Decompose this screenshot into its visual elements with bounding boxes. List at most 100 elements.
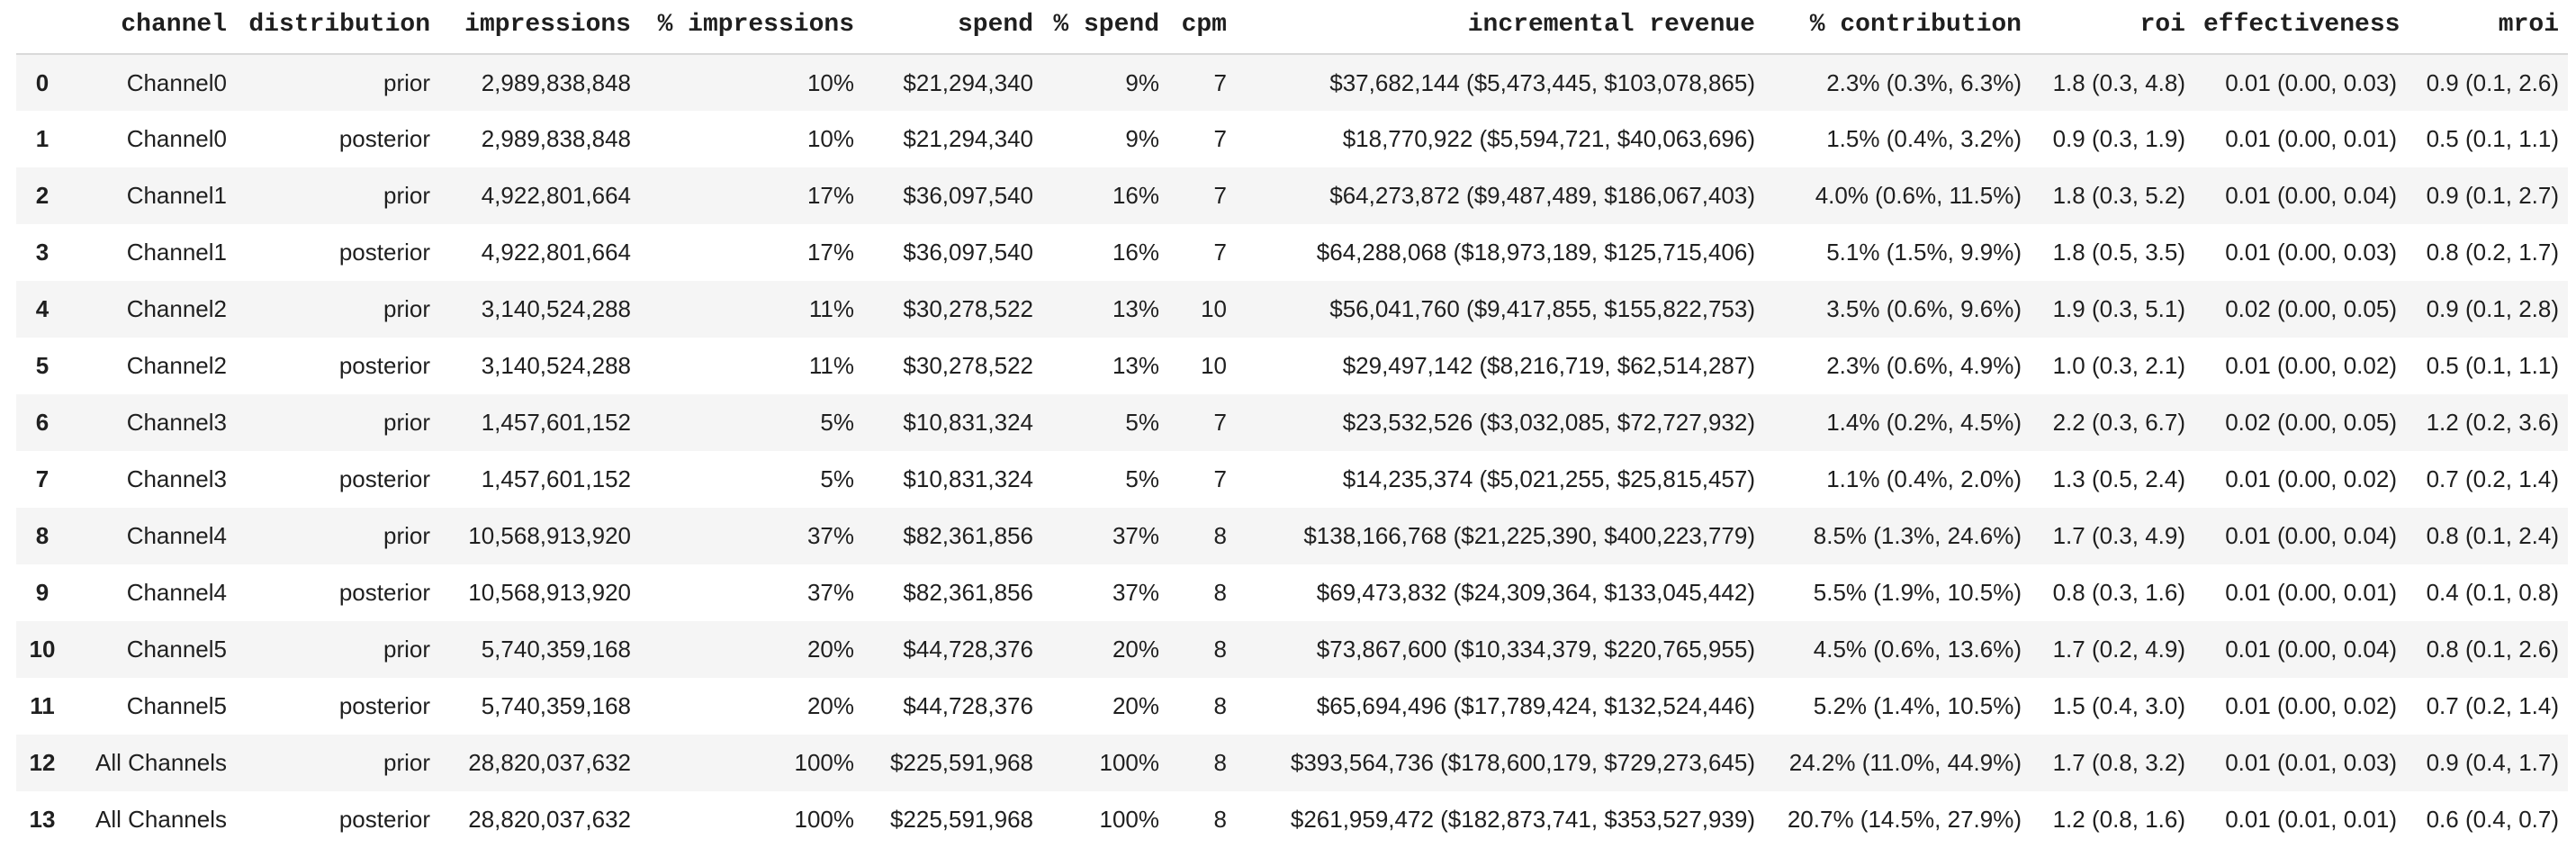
cell-roi: 1.7 (0.3, 4.9)	[2052, 522, 2185, 549]
cell-channel: Channel2	[126, 295, 227, 322]
cell-pct-contribution: 4.5% (0.6%, 13.6%)	[1813, 636, 2022, 663]
cell-pct-impressions: 20%	[806, 692, 854, 719]
cell-pct-impressions: 11%	[808, 352, 854, 379]
cell-pct-impressions: 17%	[806, 182, 854, 209]
cell-channel: Channel4	[126, 522, 227, 549]
cell-pct-spend: 9%	[1125, 68, 1159, 96]
cell-pct-spend: 37%	[1112, 579, 1159, 606]
cell-effectiveness: 0.01 (0.00, 0.01)	[2225, 579, 2397, 606]
cell-effectiveness: 0.01 (0.00, 0.03)	[2225, 68, 2397, 96]
cell-roi: 1.2 (0.8, 1.6)	[2052, 806, 2185, 833]
table-row: 6 Channel3 prior 1,457,601,152 5% $10,831,324…	[16, 394, 2568, 451]
cell-pct-contribution: 4.0% (0.6%, 11.5%)	[1815, 182, 2022, 209]
cell-impressions: 5,740,359,168	[481, 692, 631, 719]
cell-channel: Channel3	[126, 465, 227, 492]
table-row: 12 All Channels prior 28,820,037,632 100% $22…	[16, 735, 2568, 791]
table-row: 13 All Channels posterior 28,820,037,632 100…	[16, 791, 2568, 848]
cell-incremental-revenue: $14,235,374 ($5,021,255, $25,815,457)	[1342, 465, 1755, 492]
cell-mroi: 0.9 (0.1, 2.7)	[2426, 182, 2559, 209]
row-index: 10	[29, 636, 56, 663]
cell-pct-spend: 5%	[1125, 465, 1159, 492]
cell-cpm: 8	[1213, 579, 1227, 606]
cell-pct-spend: 16%	[1112, 182, 1159, 209]
cell-roi: 1.3 (0.5, 2.4)	[2052, 465, 2185, 492]
cell-distribution: posterior	[338, 352, 430, 379]
cell-incremental-revenue: $23,532,526 ($3,032,085, $72,727,932)	[1342, 409, 1755, 436]
cell-distribution: posterior	[338, 579, 430, 606]
cell-mroi: 0.7 (0.2, 1.4)	[2426, 692, 2559, 719]
cell-distribution: prior	[383, 295, 430, 322]
cell-mroi: 0.8 (0.2, 1.7)	[2426, 239, 2559, 266]
cell-channel: Channel5	[126, 692, 227, 719]
row-index: 5	[35, 352, 50, 379]
cell-mroi: 0.9 (0.1, 2.6)	[2426, 68, 2559, 96]
cell-channel: Channel4	[126, 579, 227, 606]
cell-pct-contribution: 1.1% (0.4%, 2.0%)	[1826, 465, 2022, 492]
cell-mroi: 0.8 (0.1, 2.6)	[2426, 636, 2559, 663]
cell-pct-spend: 9%	[1125, 125, 1159, 152]
table-row: 7 Channel3 posterior 1,457,601,152 5% $10,831…	[16, 451, 2568, 508]
cell-roi: 1.8 (0.5, 3.5)	[2052, 239, 2185, 266]
row-index: 8	[35, 522, 50, 549]
cell-distribution: posterior	[338, 239, 430, 266]
cell-effectiveness: 0.01 (0.00, 0.02)	[2225, 352, 2397, 379]
cell-pct-impressions: 10%	[806, 125, 854, 152]
cell-incremental-revenue: $29,497,142 ($8,216,719, $62,514,287)	[1342, 352, 1755, 379]
cell-incremental-revenue: $69,473,832 ($24,309,364, $133,045,442)	[1316, 579, 1755, 606]
cell-incremental-revenue: $65,694,496 ($17,789,424, $132,524,446)	[1316, 692, 1755, 719]
cell-effectiveness: 0.01 (0.00, 0.01)	[2225, 125, 2397, 152]
cell-mroi: 1.2 (0.2, 3.6)	[2426, 409, 2559, 436]
cell-spend: $10,831,324	[903, 465, 1033, 492]
cell-pct-impressions: 37%	[806, 522, 854, 549]
cell-pct-spend: 16%	[1112, 239, 1159, 266]
cell-distribution: posterior	[338, 125, 430, 152]
row-index: 12	[29, 749, 56, 776]
row-index: 9	[35, 579, 50, 606]
cell-distribution: prior	[383, 636, 430, 663]
cell-spend: $36,097,540	[903, 239, 1033, 266]
row-index: 13	[29, 806, 56, 833]
cell-roi: 1.9 (0.3, 5.1)	[2052, 295, 2185, 322]
cell-pct-impressions: 5%	[820, 465, 854, 492]
column-header-impressions: impressions	[439, 0, 640, 55]
cell-channel: All Channels	[95, 749, 227, 776]
cell-incremental-revenue: $18,770,922 ($5,594,721, $40,063,696)	[1342, 125, 1755, 152]
table-row: 5 Channel2 posterior 3,140,524,288 11% $30,27…	[16, 338, 2568, 394]
cell-pct-contribution: 8.5% (1.3%, 24.6%)	[1813, 522, 2022, 549]
cell-spend: $30,278,522	[903, 352, 1033, 379]
header-row: channel distribution impressions% impressi…	[16, 0, 2568, 55]
cell-effectiveness: 0.01 (0.00, 0.04)	[2225, 636, 2397, 663]
cell-cpm: 8	[1213, 692, 1227, 719]
cell-impressions: 4,922,801,664	[481, 182, 631, 209]
cell-impressions: 28,820,037,632	[468, 806, 631, 833]
cell-pct-contribution: 1.4% (0.2%, 4.5%)	[1826, 409, 2022, 436]
cell-roi: 1.0 (0.3, 2.1)	[2052, 352, 2185, 379]
cell-effectiveness: 0.02 (0.00, 0.05)	[2225, 295, 2397, 322]
cell-incremental-revenue: $73,867,600 ($10,334,379, $220,765,955)	[1316, 636, 1755, 663]
row-index: 11	[30, 692, 55, 719]
cell-mroi: 0.9 (0.4, 1.7)	[2426, 749, 2559, 776]
cell-impressions: 2,989,838,848	[481, 125, 631, 152]
cell-pct-impressions: 11%	[808, 295, 854, 322]
cell-roi: 2.2 (0.3, 6.7)	[2052, 409, 2185, 436]
cell-cpm: 7	[1213, 68, 1227, 96]
cell-roi: 0.8 (0.3, 1.6)	[2052, 579, 2185, 606]
cell-pct-spend: 5%	[1125, 409, 1159, 436]
cell-mroi: 0.9 (0.1, 2.8)	[2426, 295, 2559, 322]
table-row: 0 Channel0 prior 2,989,838,848 10% $21,294,34…	[16, 54, 2568, 111]
table-row: 9 Channel4 posterior 10,568,913,920 37% $82,3…	[16, 564, 2568, 621]
cell-incremental-revenue: $393,564,736 ($178,600,179, $729,273,645…	[1290, 749, 1755, 776]
cell-impressions: 2,989,838,848	[481, 68, 631, 96]
cell-spend: $30,278,522	[903, 295, 1033, 322]
table-row: 10 Channel5 prior 5,740,359,168 20% $44,728,3…	[16, 621, 2568, 678]
cell-effectiveness: 0.01 (0.01, 0.01)	[2225, 806, 2397, 833]
cell-channel: Channel2	[126, 352, 227, 379]
cell-mroi: 0.5 (0.1, 1.1)	[2426, 125, 2559, 152]
cell-impressions: 3,140,524,288	[481, 295, 631, 322]
cell-spend: $36,097,540	[903, 182, 1033, 209]
cell-spend: $10,831,324	[903, 409, 1033, 436]
cell-cpm: 7	[1213, 465, 1227, 492]
cell-spend: $82,361,856	[903, 522, 1033, 549]
cell-cpm: 10	[1201, 352, 1227, 379]
cell-channel: All Channels	[95, 806, 227, 833]
